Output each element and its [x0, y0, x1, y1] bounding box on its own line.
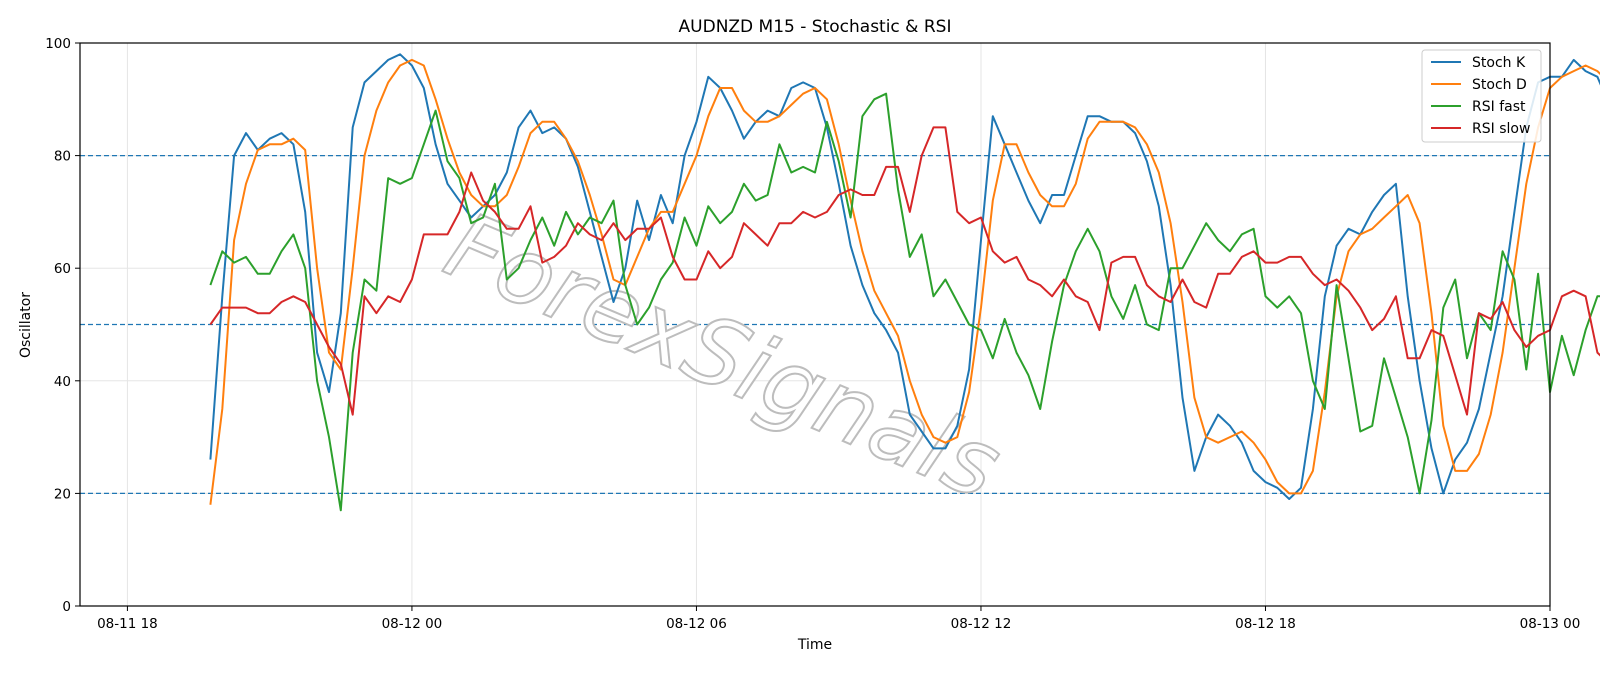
y-axis-ticks: 0 20 40 60 80 100	[45, 36, 80, 615]
plot-frame	[79, 42, 1551, 607]
y-tick-label: 0	[62, 599, 71, 615]
x-tick-label: 08-12 18	[1235, 616, 1296, 632]
series-line-rsi-slow	[209, 126, 1600, 416]
y-tick-label: 100	[45, 36, 71, 52]
x-axis-title: Time	[797, 637, 832, 653]
chart-title: AUDNZD M15 - Stochastic & RSI	[679, 17, 952, 37]
legend: Stoch K Stoch D RSI fast RSI slow	[1421, 49, 1542, 143]
x-tick-label: 08-12 12	[951, 616, 1012, 632]
x-axis-ticks: 08-11 18 08-12 00 08-12 06 08-12 12 08-12 18…	[97, 606, 1581, 632]
series-line-stoch-k	[209, 53, 1600, 500]
legend-box	[1421, 49, 1542, 143]
y-tick-label: 60	[54, 261, 71, 277]
series-line-rsi-fast	[209, 92, 1600, 512]
y-axis-title: Oscillator	[18, 292, 34, 358]
y-tick-label: 20	[54, 486, 71, 502]
legend-label-stoch-d: Stoch D	[1472, 77, 1527, 93]
series-layer	[209, 53, 1600, 512]
legend-label-rsi-slow: RSI slow	[1472, 121, 1530, 137]
x-tick-label: 08-11 18	[97, 616, 158, 632]
series-line-stoch-d	[209, 58, 1600, 505]
watermark-text: ForexSignals	[431, 192, 1015, 520]
y-tick-label: 80	[54, 149, 71, 165]
watermark: ForexSignals	[430, 191, 1016, 521]
y-tick-label: 40	[54, 374, 71, 390]
x-tick-label: 08-12 06	[666, 616, 727, 632]
x-tick-label: 08-13 00	[1520, 616, 1581, 632]
x-tick-label: 08-12 00	[382, 616, 443, 632]
legend-label-rsi-fast: RSI fast	[1472, 99, 1526, 115]
legend-label-stoch-k: Stoch K	[1472, 55, 1526, 71]
